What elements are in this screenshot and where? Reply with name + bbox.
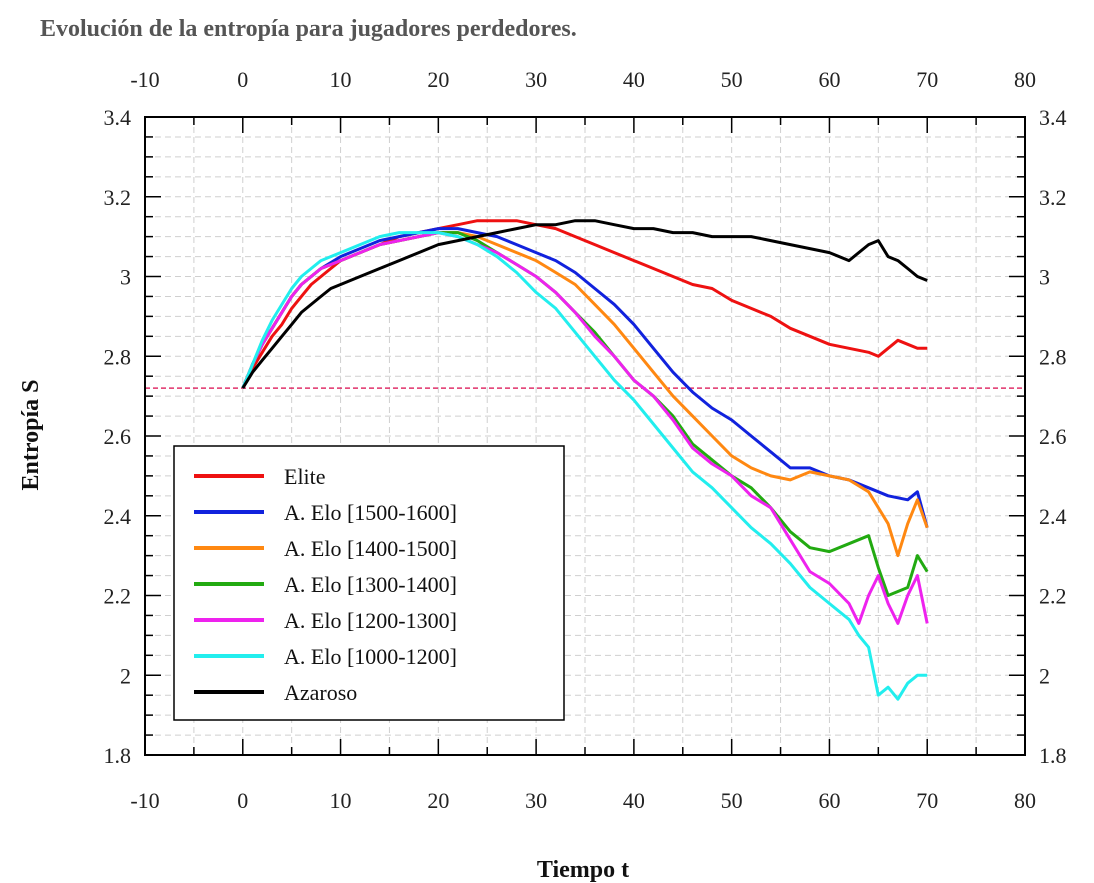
x-tick-label-top: 10: [330, 67, 352, 92]
y-tick-label-right: 3.2: [1039, 185, 1067, 210]
series-line-4: [241, 231, 929, 625]
y-tick-label-right: 2.8: [1039, 344, 1067, 369]
y-tick-label: 1.8: [104, 743, 132, 768]
x-tick-label-top: 60: [818, 67, 840, 92]
series-line-5: [241, 231, 928, 701]
legend-label: A. Elo [1400-1500]: [284, 536, 457, 561]
y-tick-label-right: 2.2: [1039, 584, 1067, 609]
chart-title: Evolución de la entropía para jugadores …: [40, 16, 577, 42]
legend-label: Elite: [284, 464, 326, 489]
x-tick-label: -10: [130, 788, 159, 813]
x-tick-label-top: 30: [525, 67, 547, 92]
x-tick-label: 70: [916, 788, 938, 813]
y-axis-title: Entropía S: [18, 380, 44, 491]
legend-label: A. Elo [1200-1300]: [284, 608, 457, 633]
y-tick-label: 2.8: [104, 344, 132, 369]
y-tick-label: 2.2: [104, 584, 132, 609]
y-tick-label-right: 1.8: [1039, 743, 1067, 768]
x-tick-label-top: 20: [427, 67, 449, 92]
x-tick-label-top: 80: [1014, 67, 1036, 92]
legend-label: A. Elo [1300-1400]: [284, 572, 457, 597]
ticks: [144, 116, 1026, 756]
x-tick-label: 30: [525, 788, 547, 813]
y-tick-label: 2.6: [104, 424, 132, 449]
y-tick-label: 3: [120, 265, 131, 290]
x-tick-label: 10: [330, 788, 352, 813]
x-tick-label: 80: [1014, 788, 1036, 813]
y-tick-label-right: 2.6: [1039, 424, 1067, 449]
series-line-0: [241, 219, 928, 389]
x-tick-label: 20: [427, 788, 449, 813]
x-tick-label-top: -10: [130, 67, 159, 92]
x-tick-label: 50: [721, 788, 743, 813]
series-line-6: [241, 219, 928, 389]
x-tick-label: 0: [237, 788, 248, 813]
legend-label: A. Elo [1500-1600]: [284, 500, 457, 525]
legend-label: A. Elo [1000-1200]: [284, 644, 457, 669]
series-layer: [241, 219, 929, 701]
x-tick-label: 40: [623, 788, 645, 813]
legend-label: Azaroso: [284, 680, 357, 705]
legend: Elite A. Elo [1500-1600] A. Elo [1400-1500…: [173, 445, 565, 721]
y-tick-label-right: 2.4: [1039, 504, 1067, 529]
y-tick-label-right: 3: [1039, 265, 1050, 290]
tick-labels: -10 -10 0 0 10 10 20 20 30 30 40 40 50 50 60 60 70 70 80 80…: [104, 67, 1067, 813]
y-tick-label: 3.2: [104, 185, 132, 210]
x-tick-label-top: 50: [721, 67, 743, 92]
x-tick-label-top: 70: [916, 67, 938, 92]
y-tick-label: 2.4: [104, 504, 132, 529]
x-tick-label-top: 0: [237, 67, 248, 92]
x-tick-label-top: 40: [623, 67, 645, 92]
x-tick-label: 60: [818, 788, 840, 813]
y-tick-label-right: 2: [1039, 663, 1050, 688]
y-tick-label: 2: [120, 663, 131, 688]
x-axis-title: Tiempo t: [537, 857, 629, 883]
y-tick-label: 3.4: [104, 105, 132, 130]
y-tick-label-right: 3.4: [1039, 105, 1067, 130]
